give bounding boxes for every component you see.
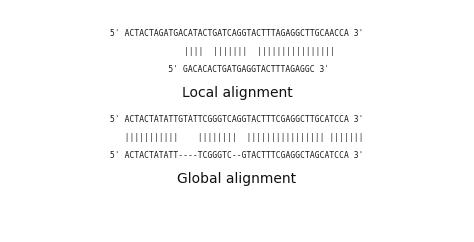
Text: 5' ACTACTATATT----TCGGGTC--GTACTTTCGAGGCTAGCATCCA 3': 5' ACTACTATATT----TCGGGTC--GTACTTTCGAGGC…	[110, 151, 364, 160]
Text: 5' ACTACTAGATGACATACTGATCAGGTACTTTAGAGGCTTGCAACCA 3': 5' ACTACTAGATGACATACTGATCAGGTACTTTAGAGGC…	[110, 29, 364, 38]
Text: 5' ACTACTATATTGTATTCGGGTCAGGTACTTTCGAGGCTTGCATCCA 3': 5' ACTACTATATTGTATTCGGGTCAGGTACTTTCGAGGC…	[110, 115, 364, 124]
Text: 5' GACACACTGATGAGGTACTTTAGAGGC 3': 5' GACACACTGATGAGGTACTTTAGAGGC 3'	[145, 65, 329, 74]
Text: |||||||||||    ||||||||  |||||||||||||||| |||||||: ||||||||||| |||||||| |||||||||||||||| ||…	[110, 133, 364, 142]
Text: Local alignment: Local alignment	[182, 86, 292, 100]
Text: ||||  |||||||  ||||||||||||||||: |||| ||||||| ||||||||||||||||	[139, 47, 335, 56]
Text: Global alignment: Global alignment	[177, 172, 297, 186]
